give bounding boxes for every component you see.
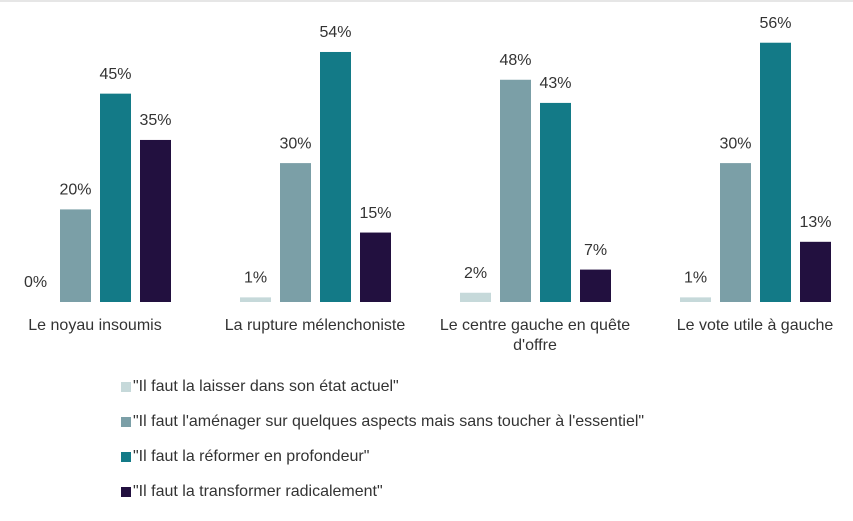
bar (60, 209, 91, 302)
x-tick-label: Le vote utile à gauche (676, 317, 834, 334)
bar (100, 93, 131, 303)
legend-swatch (121, 487, 131, 497)
x-tick-label: Le noyau insoumis (28, 317, 162, 334)
legend-label: "Il faut l'aménager sur quelques aspects… (133, 413, 644, 430)
bar (720, 163, 751, 302)
data-label: 2% (464, 265, 487, 282)
data-label: 30% (279, 135, 311, 152)
data-label: 13% (799, 214, 831, 231)
data-label: 7% (584, 242, 607, 259)
legend-label: "Il faut la transformer radicalement" (133, 483, 383, 500)
data-label: 45% (99, 66, 131, 83)
data-label: 20% (59, 182, 91, 199)
bar (140, 139, 171, 302)
legend-label: "Il faut la réformer en profondeur" (133, 448, 369, 465)
data-label: 1% (244, 270, 267, 287)
bar (360, 232, 391, 302)
legend-swatch (121, 382, 131, 392)
bar (500, 79, 531, 302)
bar (280, 163, 311, 302)
data-label: 0% (24, 274, 47, 291)
bar (540, 102, 571, 302)
legend-swatch (121, 452, 131, 462)
data-label: 35% (139, 112, 171, 129)
x-tick-label: Le centre gauche en quête d'offre (439, 317, 631, 354)
bar (320, 51, 351, 303)
data-label: 48% (499, 52, 531, 69)
data-label: 56% (759, 15, 791, 32)
bar (800, 241, 831, 302)
x-tick-label: La rupture mélenchoniste (224, 317, 406, 334)
data-label: 1% (684, 270, 707, 287)
bar (580, 269, 611, 302)
data-label: 15% (359, 205, 391, 222)
bar (460, 292, 491, 302)
bar (240, 297, 271, 302)
data-label: 30% (719, 135, 751, 152)
data-label: 54% (319, 24, 351, 41)
bar (760, 42, 791, 302)
legend-swatch (121, 417, 131, 427)
bar (680, 297, 711, 302)
data-label: 43% (539, 75, 571, 92)
legend-label: "Il faut la laisser dans son état actuel… (133, 378, 399, 395)
